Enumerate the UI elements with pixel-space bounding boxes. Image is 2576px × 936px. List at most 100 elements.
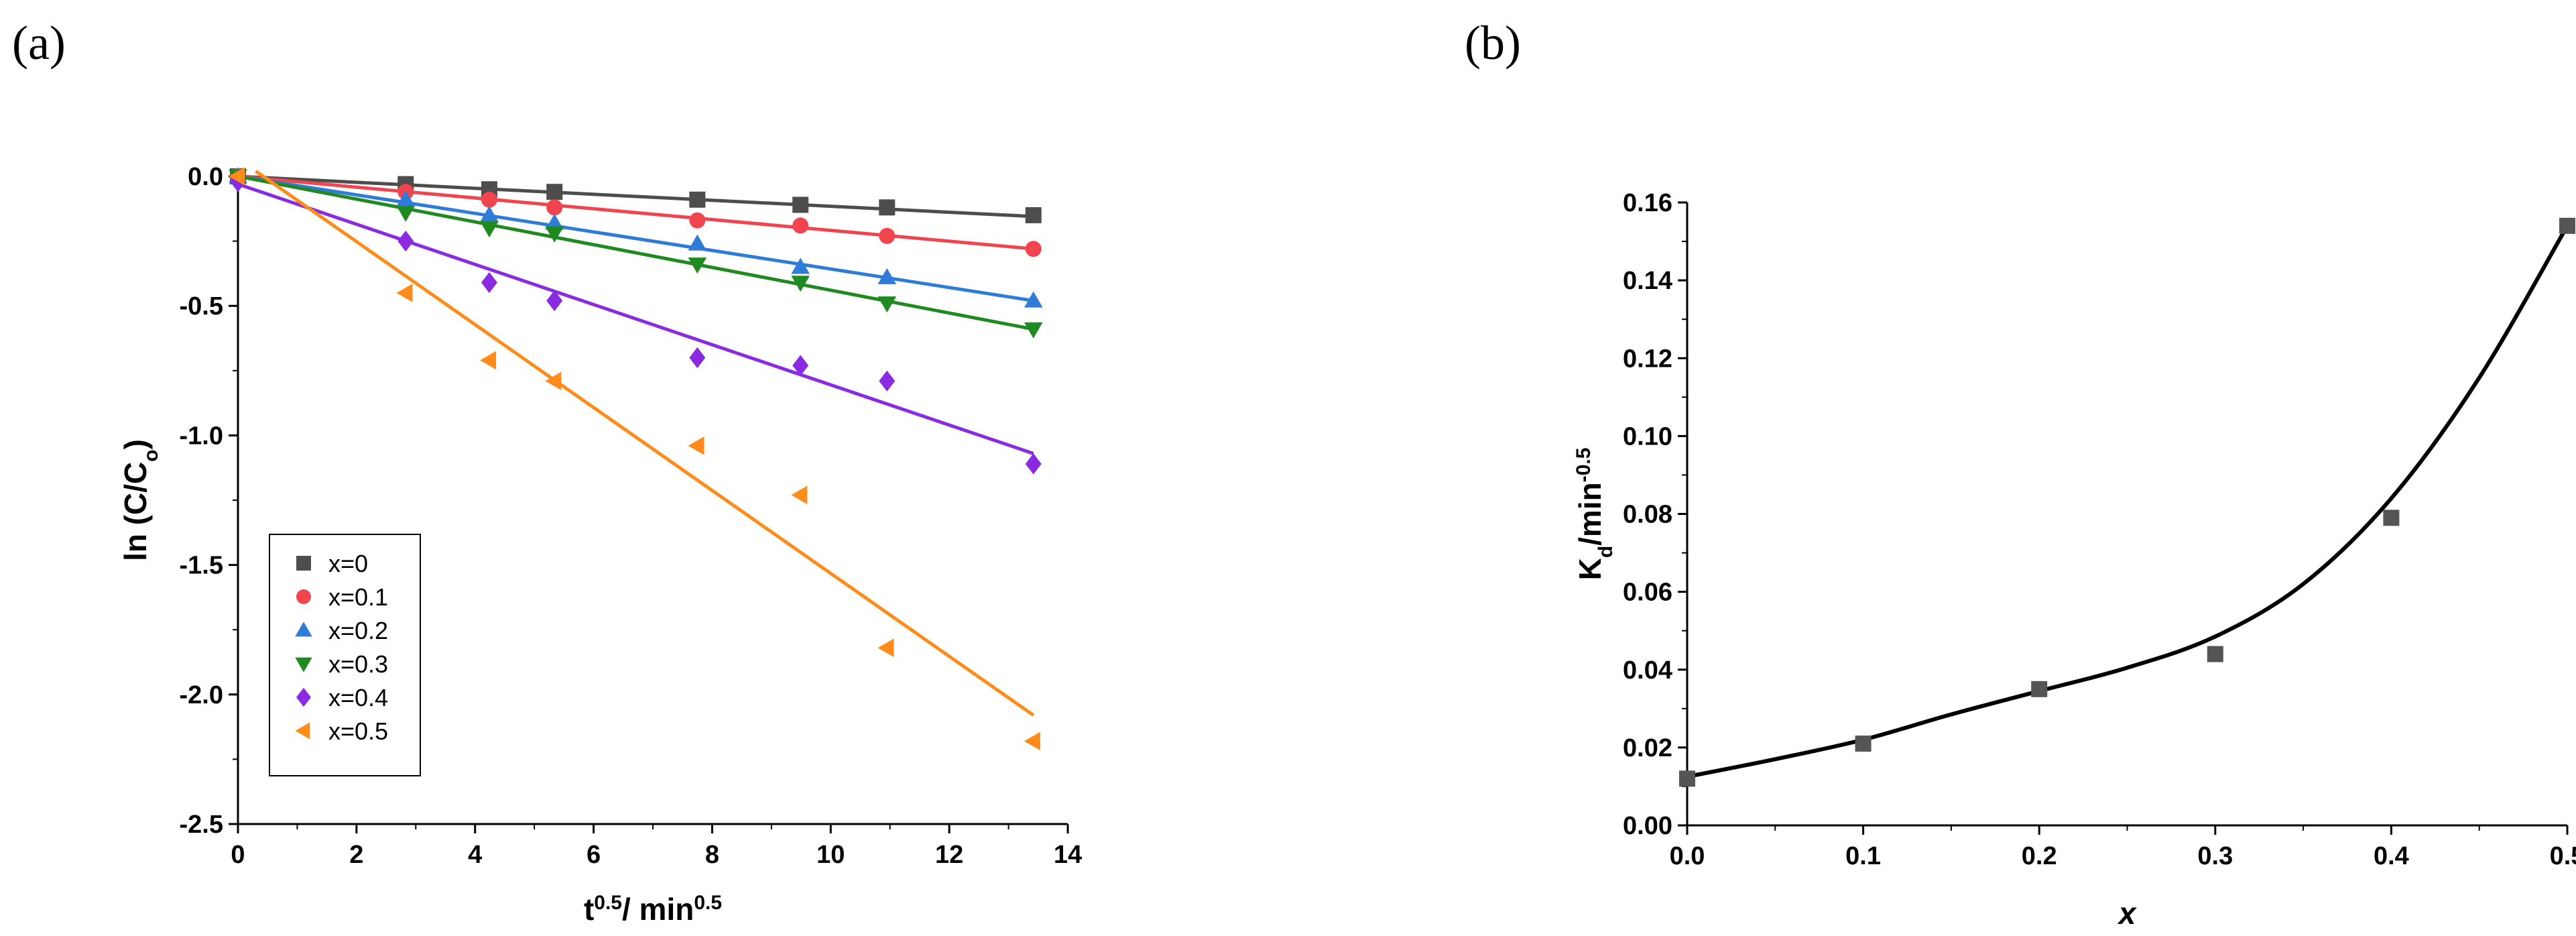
- fit-line-x-02: [237, 174, 1034, 302]
- data-point-x-02: [791, 257, 810, 274]
- fit-line-x-0: [237, 174, 1034, 219]
- data-point-x-05: [877, 638, 894, 658]
- chart-a-y-tick-label: -0.5: [180, 292, 223, 320]
- data-point-x-03: [545, 226, 564, 243]
- legend-marker-x-04: [296, 687, 311, 707]
- data-point-x-02: [688, 234, 707, 251]
- chart-b-y-tick-label: 0.00: [1623, 812, 1672, 840]
- chart-a-x-tick-label: 14: [1054, 841, 1082, 869]
- chart-b-y-tick-label: 0.10: [1623, 422, 1672, 451]
- y-title-sub: d: [1595, 546, 1617, 558]
- chart-a-x-tick-label: 8: [705, 841, 719, 869]
- panel-a-label: (a): [12, 16, 66, 70]
- legend-marker-x-0: [296, 556, 311, 571]
- kd-data-point: [1855, 736, 1872, 752]
- data-point-x-0: [546, 184, 563, 200]
- chart-b-x-tick-label: 0.5: [2550, 842, 2576, 870]
- y-title-sub: o: [140, 449, 162, 461]
- fit-line-x-03: [237, 174, 1034, 331]
- data-point-x-04: [792, 355, 809, 376]
- data-point-x-05: [545, 371, 562, 391]
- data-point-x-04: [1025, 453, 1042, 475]
- legend-label-x-03: x=0.3: [328, 650, 388, 678]
- x-title-main: x: [2117, 896, 2138, 931]
- data-point-x-05: [480, 351, 497, 370]
- chart-b-y-tick-label: 0.02: [1623, 734, 1672, 762]
- data-point-x-03: [396, 205, 416, 222]
- chart-a-y-tick-label: -2.5: [180, 811, 223, 839]
- chart-a-y-tick-label: 0.0: [188, 163, 223, 191]
- data-point-x-05: [396, 284, 413, 302]
- data-point-x-02: [545, 213, 564, 230]
- legend-marker-x-01: [296, 589, 311, 604]
- legend-marker-x-05: [295, 722, 310, 740]
- data-point-x-05: [688, 436, 704, 455]
- chart-a-x-tick-label: 6: [587, 841, 601, 869]
- chart-b-x-tick-label: 0.2: [2022, 842, 2057, 870]
- x-title-mid: / min: [622, 892, 694, 927]
- data-point-x-01: [546, 199, 563, 216]
- chart-b: 0.0 0.1 0.2 0.3 0.4 0.5 0.00 0.02 0.04 0.06 0.08 0.…: [1573, 189, 2576, 931]
- x-title-sup: 0.5: [694, 892, 722, 914]
- data-point-x-0: [879, 199, 896, 216]
- fit-line-x-05: [255, 170, 1035, 717]
- data-point-x-0: [689, 191, 706, 208]
- data-point-x-05: [229, 167, 245, 186]
- fit-line-x-04: [237, 182, 1034, 455]
- data-point-x-04: [689, 347, 706, 369]
- legend-label-x-02: x=0.2: [328, 617, 388, 644]
- legend-label-x-01: x=0.1: [328, 583, 388, 611]
- data-point-x-02: [877, 268, 897, 284]
- data-point-x-03: [1024, 322, 1043, 339]
- legend-marker-x-03: [295, 657, 312, 672]
- chart-a-x-tick-label: 4: [468, 841, 482, 869]
- legend-label-x-05: x=0.5: [328, 717, 388, 745]
- data-point-x-01: [689, 212, 706, 229]
- kd-fit-curve: [1686, 225, 2569, 779]
- data-point-x-05: [1024, 732, 1040, 751]
- legend-marker-x-02: [295, 622, 312, 637]
- y-title-main: ln (C/C: [118, 462, 153, 561]
- data-point-x-04: [481, 272, 497, 294]
- data-point-x-0: [792, 196, 809, 213]
- data-point-x-02: [1024, 291, 1043, 308]
- chart-b-x-tick-label: 0.1: [1845, 842, 1881, 870]
- kd-data-point: [2383, 510, 2400, 526]
- chart-b-x-axis-title: x: [2117, 896, 2138, 931]
- y-title-sup: -0.5: [1573, 448, 1595, 483]
- data-point-x-05: [791, 485, 808, 505]
- data-point-x-02: [480, 206, 499, 223]
- kd-data-point: [1679, 770, 1695, 787]
- y-title-main: K: [1573, 558, 1607, 580]
- data-point-x-03: [688, 257, 707, 274]
- data-point-x-01: [1025, 241, 1042, 257]
- chart-b-y-axis-title: Kd/min-0.5: [1573, 448, 1617, 581]
- kd-data-point: [2559, 217, 2575, 234]
- legend-box: [269, 534, 421, 776]
- data-point-x-04: [397, 231, 414, 252]
- chart-b-y-tick-label: 0.04: [1623, 656, 1672, 685]
- panel-b-label: (b): [1465, 16, 1521, 70]
- data-point-x-03: [877, 296, 897, 313]
- chart-b-x-tick-label: 0.0: [1670, 842, 1705, 870]
- data-point-x-03: [791, 276, 810, 292]
- data-point-x-04: [879, 370, 896, 392]
- chart-a-y-tick-label: -1.0: [180, 422, 223, 450]
- x-title-sup: 0.5: [594, 892, 622, 914]
- chart-b-x-tick-label: 0.4: [2374, 842, 2409, 870]
- y-title-end: ): [118, 439, 153, 449]
- chart-a-x-tick-label: 2: [349, 841, 363, 869]
- kd-data-point: [2207, 646, 2223, 662]
- chart-a-x-axis-title: t0.5/ min0.5: [584, 892, 722, 927]
- chart-a-y-tick-label: -2.0: [180, 681, 223, 709]
- chart-a-x-tick-label: 0: [231, 841, 245, 869]
- chart-a: 0 2 4 6 8 10 12 140.0-0.5-1.0-1.5-2.0-2.5t0.5/ …: [118, 163, 1082, 927]
- data-point-x-03: [480, 221, 499, 238]
- chart-a-x-tick-label: 10: [816, 841, 845, 869]
- data-point-x-01: [792, 217, 809, 234]
- data-point-x-04: [546, 290, 563, 312]
- legend-label-x-04: x=0.4: [328, 684, 388, 711]
- legend-label-x-0: x=0: [328, 550, 368, 577]
- chart-a-y-axis-title: ln (C/Co): [118, 439, 162, 561]
